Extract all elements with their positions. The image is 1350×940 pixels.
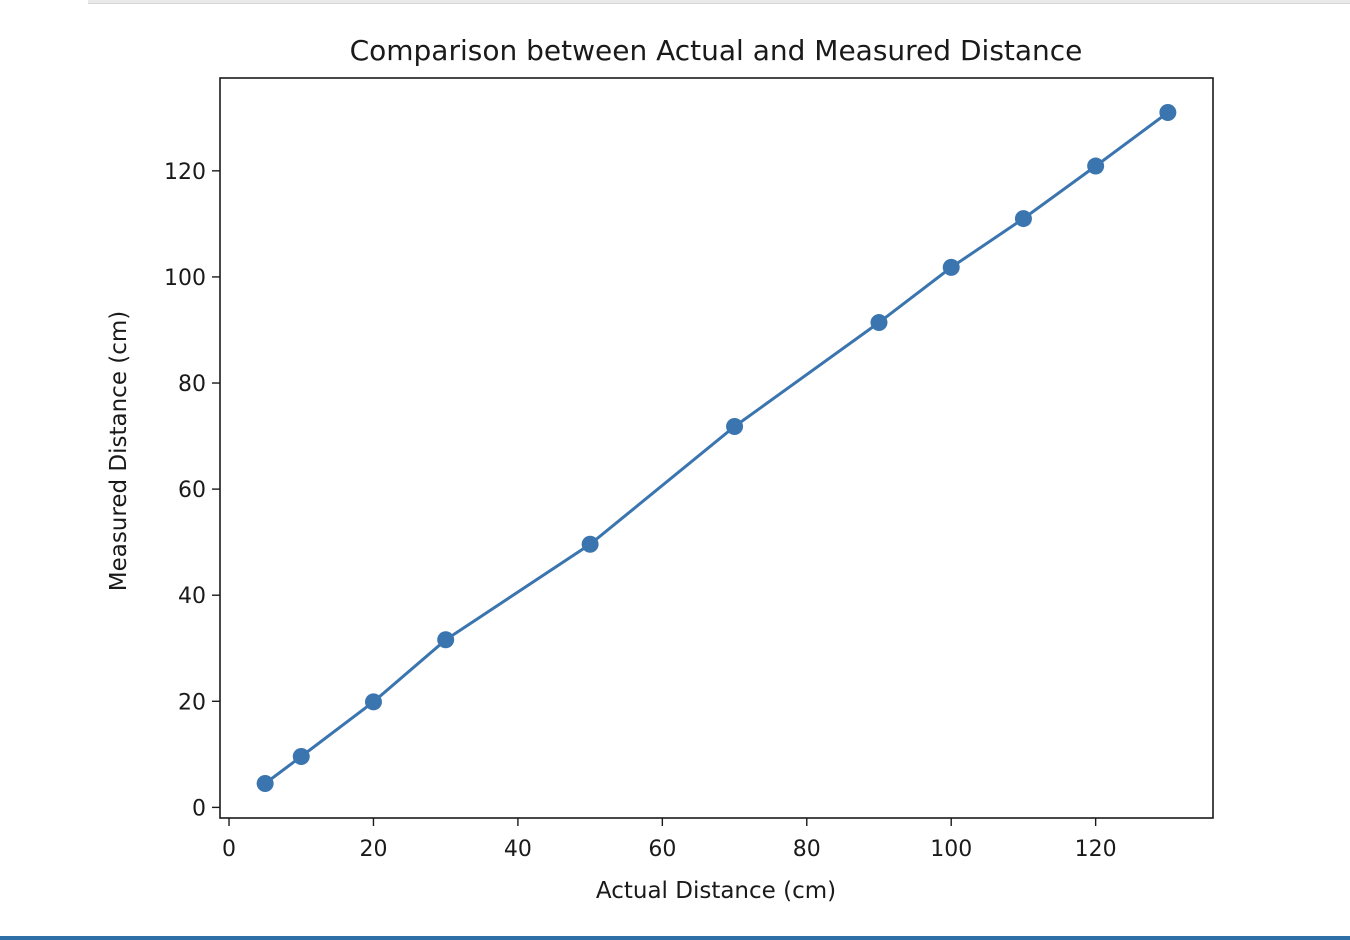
data-point bbox=[364, 693, 382, 711]
data-point bbox=[437, 631, 455, 649]
x-tick-label: 0 bbox=[222, 837, 236, 862]
window-top-border bbox=[88, 0, 1350, 4]
x-tick-label: 60 bbox=[648, 837, 676, 862]
y-tick-label: 120 bbox=[164, 160, 206, 185]
series-line bbox=[264, 111, 1169, 785]
data-point bbox=[942, 258, 960, 276]
data-point bbox=[1014, 210, 1032, 228]
data-point bbox=[870, 314, 888, 332]
y-tick-label: 60 bbox=[178, 478, 206, 503]
axes-frame bbox=[219, 77, 1214, 819]
x-tick-label: 80 bbox=[793, 837, 821, 862]
data-point bbox=[1159, 103, 1177, 121]
plot-area bbox=[219, 77, 1214, 819]
x-axis-ticks: 0 20 40 60 80 100 120 bbox=[222, 818, 1117, 862]
data-point bbox=[256, 775, 274, 793]
window-bottom-border bbox=[0, 936, 1350, 940]
y-axis-label: Measured Distance (cm) bbox=[106, 311, 132, 592]
chart-title: Comparison between Actual and Measured D… bbox=[350, 34, 1083, 67]
x-tick-label: 40 bbox=[504, 837, 532, 862]
x-tick-label: 100 bbox=[930, 837, 972, 862]
data-point bbox=[1087, 157, 1105, 175]
data-point bbox=[292, 747, 310, 765]
x-tick-label: 20 bbox=[359, 837, 387, 862]
x-tick-label: 120 bbox=[1075, 837, 1117, 862]
y-axis-ticks: 0 20 40 60 80 100 120 bbox=[164, 160, 220, 821]
y-tick-label: 40 bbox=[178, 584, 206, 609]
y-tick-label: 20 bbox=[178, 690, 206, 715]
x-axis-label: Actual Distance (cm) bbox=[596, 878, 836, 904]
y-tick-label: 0 bbox=[192, 796, 206, 821]
data-point bbox=[726, 418, 744, 436]
data-point bbox=[581, 535, 599, 553]
series-layer bbox=[256, 103, 1177, 793]
y-tick-label: 100 bbox=[164, 266, 206, 291]
y-tick-label: 80 bbox=[178, 372, 206, 397]
